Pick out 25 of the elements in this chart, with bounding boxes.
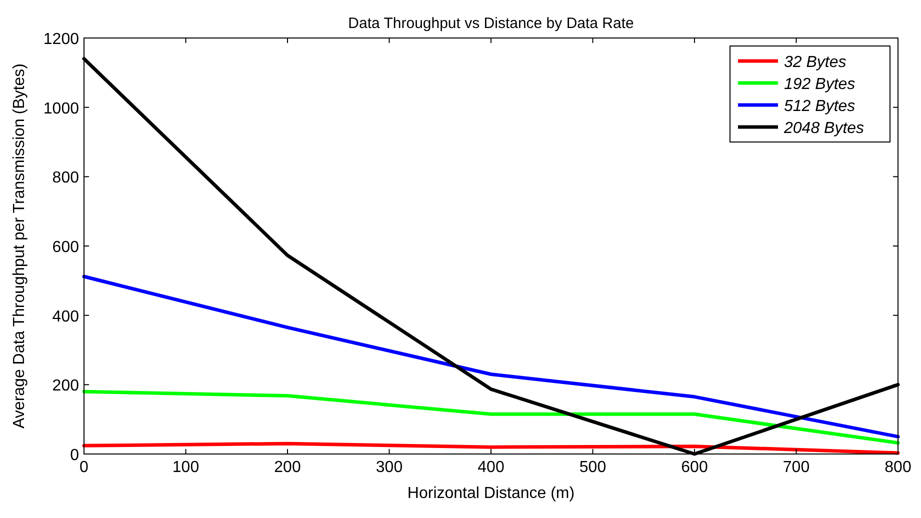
x-tick-label: 700 — [782, 459, 810, 476]
y-tick-label: 1200 — [43, 31, 80, 48]
y-tick-label: 400 — [52, 308, 80, 326]
line-series — [82, 442, 900, 455]
y-tick-label: 800 — [52, 170, 80, 187]
x-tick-label: 100 — [172, 459, 200, 476]
legend-label: 512 Bytes — [784, 98, 856, 115]
legend-label: 192 Bytes — [784, 76, 856, 93]
line-series — [82, 390, 900, 445]
legend-label: 32 Bytes — [784, 54, 846, 71]
x-tick-label: 800 — [884, 459, 912, 476]
y-tick-label: 0 — [70, 447, 80, 464]
legend-label: 2048 Bytes — [783, 120, 864, 137]
y-tick-label: 1000 — [43, 100, 80, 118]
y-axis-title: Average Data Throughput per Transmission (Bytes) — [11, 64, 28, 428]
x-tick-label: 300 — [376, 459, 403, 476]
chart-title: Data Throughput vs Distance by Data Rate — [348, 15, 634, 32]
x-axis-title: Horizontal Distance (m) — [407, 485, 575, 502]
x-tick-label: 200 — [274, 459, 301, 476]
x-tick-label: 500 — [579, 459, 606, 476]
y-tick-label: 600 — [52, 239, 80, 256]
x-tick-label: 600 — [681, 459, 708, 476]
x-tick-label: 400 — [478, 459, 504, 476]
line-series — [82, 274, 900, 438]
y-tick-label: 200 — [52, 378, 80, 395]
